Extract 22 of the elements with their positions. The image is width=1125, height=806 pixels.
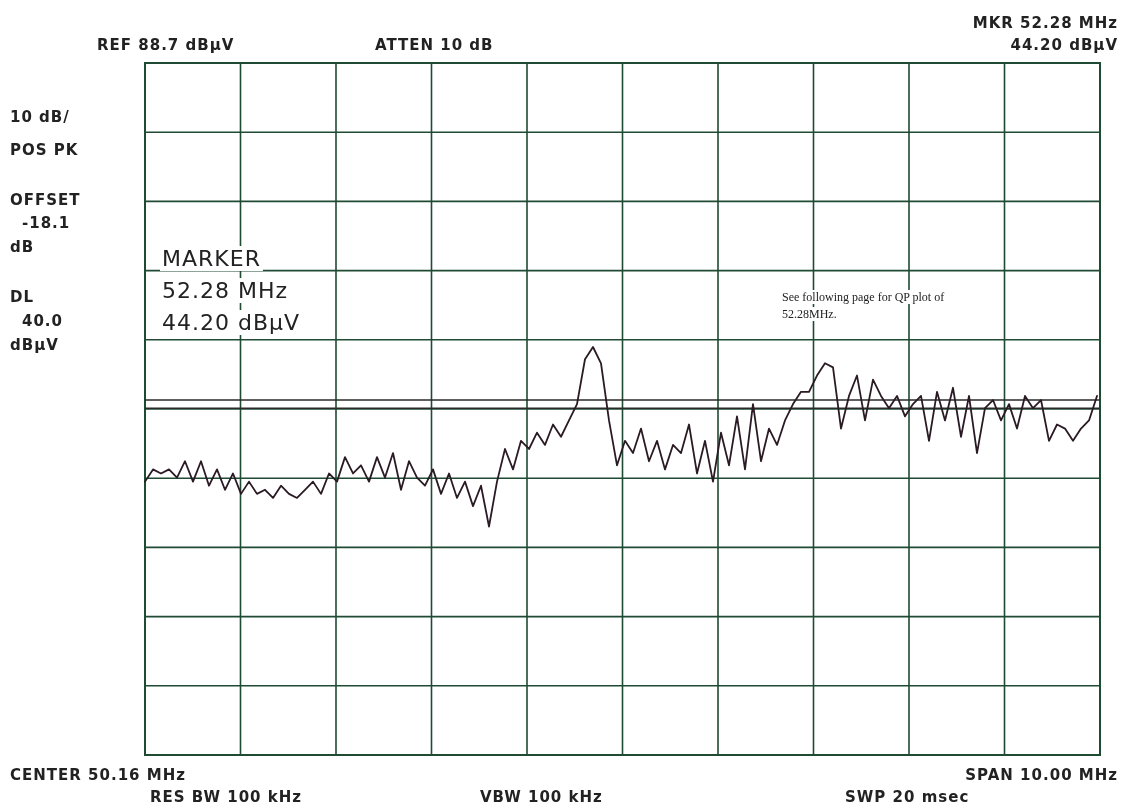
text: DL — [10, 288, 35, 306]
text: 10 dB/ — [10, 108, 70, 126]
text: dBµV — [10, 336, 59, 354]
text: 44.20 dBµV — [162, 310, 301, 335]
text: ATTEN 10 dB — [375, 36, 494, 54]
text: SPAN 10.00 MHz — [965, 766, 1118, 784]
text: 40.0 — [22, 312, 64, 330]
text: SWP 20 msec — [845, 788, 970, 806]
text: OFFSET — [10, 191, 81, 209]
text: dB — [10, 238, 35, 256]
text: REF 88.7 dBµV — [97, 36, 235, 54]
text: MARKER — [162, 246, 261, 271]
text: 52.28 MHz — [162, 278, 289, 303]
text: 52.28MHz. — [782, 307, 837, 321]
text: MKR 52.28 MHz — [972, 14, 1118, 32]
text: VBW 100 kHz — [480, 788, 603, 806]
text: CENTER 50.16 MHz — [10, 766, 186, 784]
text: POS PK — [10, 141, 79, 159]
text: 44.20 dBµV — [1010, 36, 1118, 54]
text: RES BW 100 kHz — [150, 788, 302, 806]
text: -18.1 — [22, 214, 71, 232]
text: See following page for QP plot of — [782, 290, 945, 304]
